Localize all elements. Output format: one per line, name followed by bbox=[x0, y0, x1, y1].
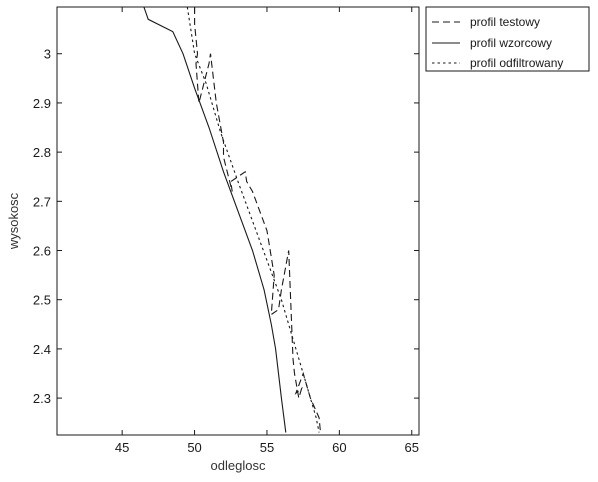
y-tick-label: 2.7 bbox=[33, 194, 51, 209]
y-axis-ticks: 2.3 2.4 2.5 2.6 2.7 2.8 2.9 3 bbox=[33, 47, 419, 406]
series-layer bbox=[143, 7, 322, 433]
y-tick-label: 3 bbox=[44, 47, 51, 62]
x-tick-label: 65 bbox=[405, 440, 419, 455]
x-tick-label: 55 bbox=[260, 440, 274, 455]
legend-entry-odfiltrowany: profil odfiltrowany bbox=[470, 56, 563, 70]
series-line-1 bbox=[143, 7, 287, 433]
y-tick-label: 2.9 bbox=[33, 96, 51, 111]
y-tick-label: 2.3 bbox=[33, 391, 51, 406]
y-tick-label: 2.6 bbox=[33, 244, 51, 259]
series-line-0 bbox=[194, 7, 322, 433]
y-tick-label: 2.5 bbox=[33, 293, 51, 308]
x-tick-label: 60 bbox=[332, 440, 346, 455]
plot-frame bbox=[56, 6, 420, 436]
y-axis-label: wysokosc bbox=[6, 192, 21, 250]
legend-box bbox=[425, 6, 590, 72]
y-tick-label: 2.4 bbox=[33, 342, 51, 357]
legend-entry-testowy: profil testowy bbox=[470, 15, 540, 29]
x-axis-label: odleglosc bbox=[211, 458, 266, 473]
legend-entry-wzorcowy: profil wzorcowy bbox=[470, 36, 552, 50]
x-axis-ticks: 45 50 55 60 65 bbox=[115, 7, 419, 455]
x-tick-label: 45 bbox=[115, 440, 129, 455]
legend: profil testowy profil wzorcowy profil od… bbox=[425, 6, 590, 72]
y-tick-label: 2.8 bbox=[33, 145, 51, 160]
x-tick-label: 50 bbox=[187, 440, 201, 455]
series-line-2 bbox=[186, 7, 320, 433]
